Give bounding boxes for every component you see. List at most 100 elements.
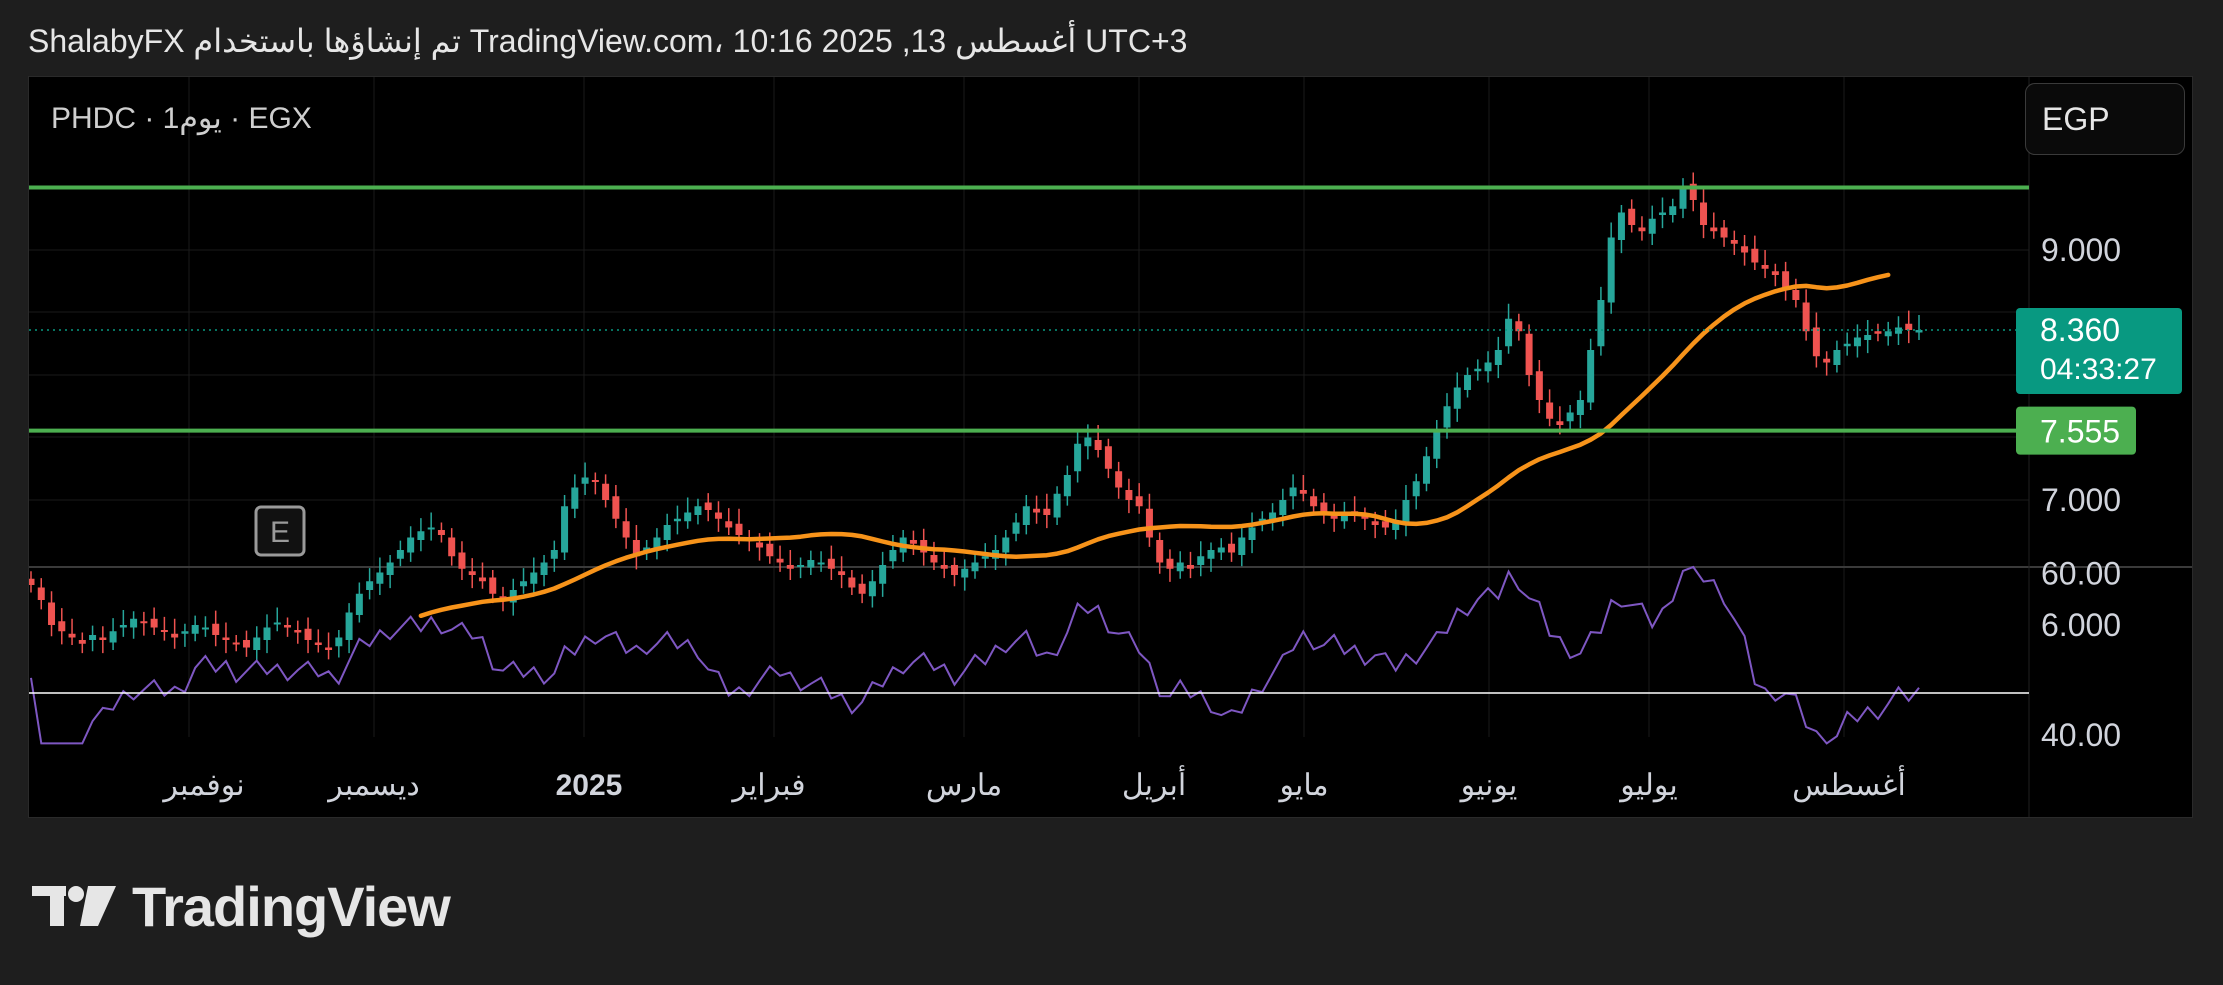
candle-body: [1330, 515, 1338, 519]
candle-body: [1607, 237, 1615, 303]
candle-body: [1299, 490, 1307, 494]
candle-body: [109, 631, 117, 643]
candle-body: [786, 565, 794, 569]
candle-body: [879, 565, 887, 584]
candle-body: [1525, 333, 1533, 375]
candle-body: [909, 540, 917, 544]
candle-body: [1843, 343, 1851, 347]
candle-body: [1802, 302, 1810, 332]
rsi-line: [30, 565, 1920, 745]
candle-body: [89, 635, 97, 640]
candle-body: [140, 621, 148, 624]
candle-body: [232, 642, 240, 645]
candle-body: [1505, 318, 1513, 347]
candle-body: [1443, 406, 1451, 428]
candle-body: [1782, 271, 1790, 288]
candle-body: [1207, 550, 1215, 559]
candle-body: [1166, 558, 1174, 569]
candle-body: [868, 581, 876, 597]
candle-body: [1771, 271, 1779, 275]
candle-body: [663, 525, 671, 540]
candle-body: [437, 530, 445, 535]
earnings-marker[interactable]: E: [254, 505, 306, 557]
price-chart[interactable]: E 9.000 7.000 6.000 60.00 40.00 8.360 04:33:27 7…: [29, 77, 2193, 818]
candle-body: [1381, 521, 1389, 528]
candle-body: [1556, 421, 1564, 425]
candle-body: [1084, 437, 1092, 447]
candle-body: [1679, 187, 1687, 209]
x-axis-tick: فبراير: [730, 769, 805, 803]
candle-body: [294, 630, 302, 633]
candle-body: [448, 537, 456, 557]
candle-body: [386, 562, 394, 575]
candle-body: [530, 572, 538, 584]
candle-body: [181, 631, 189, 634]
chart-area[interactable]: E 9.000 7.000 6.000 60.00 40.00 8.360 04:33:27 7…: [28, 76, 2193, 818]
candle-body: [1566, 412, 1574, 422]
candle-body: [1730, 240, 1738, 244]
candle-body: [1761, 265, 1769, 269]
candle-body: [653, 537, 661, 550]
candle-body: [417, 531, 425, 540]
currency-selector[interactable]: EGP: [2025, 83, 2185, 155]
earnings-marker-label: E: [270, 516, 290, 549]
x-axis-tick: 2025: [556, 769, 623, 802]
candle-body: [1248, 527, 1256, 540]
candle-body: [571, 487, 579, 509]
candle-body: [776, 558, 784, 563]
candle-body: [1361, 515, 1369, 519]
candle-body: [366, 581, 374, 590]
candle-body: [1792, 290, 1800, 300]
candle-body: [1412, 481, 1420, 497]
candle-body: [1104, 446, 1112, 469]
candle-body: [1894, 327, 1902, 334]
candle-body: [961, 568, 969, 578]
candle-body: [99, 637, 107, 640]
candle-body: [602, 483, 610, 500]
candle-body: [1864, 335, 1872, 340]
candle-body: [756, 542, 764, 548]
candle-body: [930, 555, 938, 563]
candle-body: [694, 506, 702, 515]
candle-body: [468, 571, 476, 575]
candle-body: [940, 565, 948, 569]
candle-body: [1658, 212, 1666, 215]
symbol-label: PHDC · 1يوم · EGX: [51, 102, 312, 135]
candle-body: [1648, 218, 1656, 234]
candle-body: [78, 640, 86, 644]
candle-body: [1033, 508, 1041, 513]
last-price-value: 8.360: [2040, 312, 2120, 348]
candle-body: [160, 630, 168, 632]
candle-body: [704, 502, 712, 510]
candle-body: [1125, 490, 1133, 500]
candle-body: [1874, 331, 1882, 334]
candle-body: [981, 556, 989, 559]
candle-body: [1422, 456, 1430, 484]
candle-body: [1689, 183, 1697, 200]
moving-average-line: [418, 272, 1891, 619]
candle-body: [1320, 502, 1328, 513]
candle-body: [1217, 547, 1225, 553]
candle-body: [376, 572, 384, 584]
candle-body: [1617, 212, 1625, 240]
candle-body: [1310, 496, 1318, 507]
candle-body: [396, 550, 404, 559]
candle-body: [1710, 227, 1718, 232]
candle-body: [1700, 202, 1708, 225]
candle-body: [1741, 246, 1749, 253]
candle-body: [1289, 487, 1297, 497]
candle-body: [1823, 358, 1831, 363]
candle-body: [222, 637, 230, 640]
candle-body: [1453, 387, 1461, 409]
candle-body: [1053, 493, 1061, 518]
tradingview-wordmark: TradingView: [132, 875, 451, 938]
candle-body: [1576, 400, 1584, 415]
level-price-value: 7.555: [2040, 414, 2120, 450]
candle-body: [1597, 300, 1605, 347]
candle-body: [1853, 337, 1861, 347]
candle-body: [1484, 362, 1492, 372]
candle-body: [58, 621, 66, 632]
candle-body: [1115, 471, 1123, 488]
candle-body: [540, 562, 548, 575]
candle-body: [612, 496, 620, 519]
